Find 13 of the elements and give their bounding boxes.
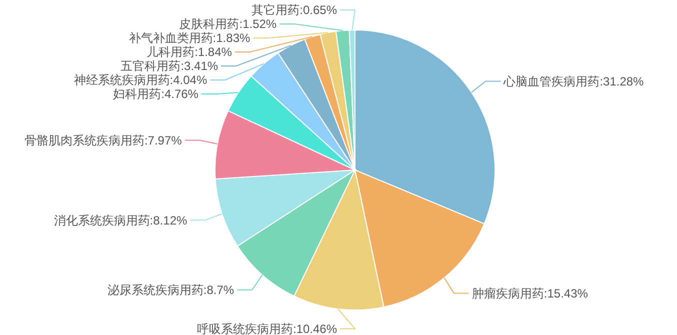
slice-label: 骨骼肌肉系统疾病用药:7.97% — [24, 134, 182, 148]
slice-label: 肿瘤疾病用药:15.43% — [472, 286, 588, 300]
slice-label: 妇科用药:4.76% — [113, 87, 199, 102]
slice-label: 神经系统疾病用药:4.04% — [74, 73, 208, 88]
slice-label: 消化系统疾病用药:8.12% — [54, 213, 188, 228]
slice-label: 其它用药:0.65% — [252, 3, 338, 18]
slice-label: 皮肤科用药:1.52% — [179, 17, 277, 32]
slice-label: 儿科用药:1.84% — [146, 45, 232, 60]
slice-label: 心脑血管疾病用药:31.28% — [502, 74, 644, 88]
slice-label: 呼吸系统疾病用药:10.46% — [196, 322, 338, 335]
slice-label: 五官科用药:3.41% — [120, 59, 218, 74]
slice-label: 补气补血类用药:1.83% — [128, 31, 250, 46]
slice-label: 泌尿系统疾病用药:8.7% — [107, 283, 234, 298]
